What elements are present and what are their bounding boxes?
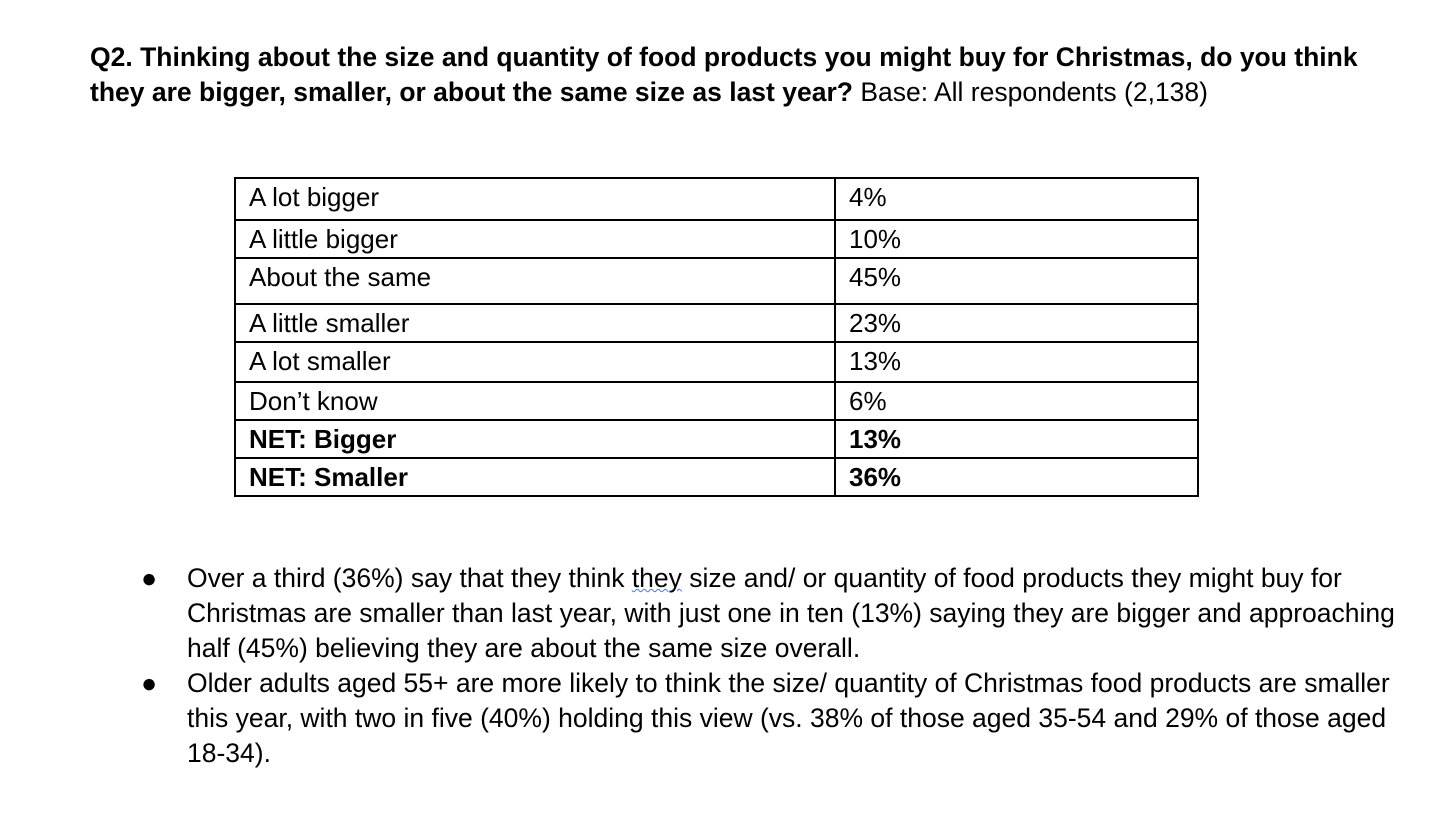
row-label: NET: Bigger — [234, 419, 836, 459]
question-text: Q2. Thinking about the size and quantity… — [90, 42, 1358, 107]
question-base: Base: All respondents (2,138) — [860, 77, 1208, 107]
row-label: A little bigger — [234, 219, 836, 259]
row-value: 36% — [834, 457, 1199, 497]
row-value: 10% — [834, 219, 1199, 259]
row-value: 4% — [834, 177, 1199, 221]
table-row-net: NET: Bigger 13% — [234, 419, 1199, 459]
bullet-item: ● Over a third (36%) say that they think … — [141, 563, 1395, 663]
row-value: 13% — [834, 341, 1199, 383]
row-label: A lot smaller — [234, 341, 836, 383]
spellcheck-flagged-word[interactable]: they — [631, 563, 682, 593]
question-heading: Q2. Thinking about the size and quantity… — [90, 40, 1370, 110]
table-row: About the same 45% — [234, 257, 1199, 305]
row-value: 45% — [834, 257, 1199, 305]
row-value: 6% — [834, 381, 1199, 421]
results-table: A lot bigger 4% A little bigger 10% About … — [234, 177, 1199, 497]
row-value: 13% — [834, 419, 1199, 459]
bullet-list: ● Over a third (36%) say that they think … — [130, 561, 1407, 771]
row-label: About the same — [234, 257, 836, 305]
row-label: A lot bigger — [234, 177, 836, 221]
row-label: NET: Smaller — [234, 457, 836, 497]
bullet-item: ● Older adults aged 55+ are more likely t… — [141, 668, 1390, 768]
table-row: A little bigger 10% — [234, 219, 1199, 259]
row-value: 23% — [834, 303, 1199, 343]
row-label: A little smaller — [234, 303, 836, 343]
table-row: A lot bigger 4% — [234, 177, 1199, 221]
table-row: A little smaller 23% — [234, 303, 1199, 343]
table-row-net: NET: Smaller 36% — [234, 457, 1199, 497]
table-row: Don’t know 6% — [234, 381, 1199, 421]
table-row: A lot smaller 13% — [234, 341, 1199, 383]
row-label: Don’t know — [234, 381, 836, 421]
bullet-icon: ● — [141, 668, 158, 698]
bullet-icon: ● — [141, 563, 158, 593]
